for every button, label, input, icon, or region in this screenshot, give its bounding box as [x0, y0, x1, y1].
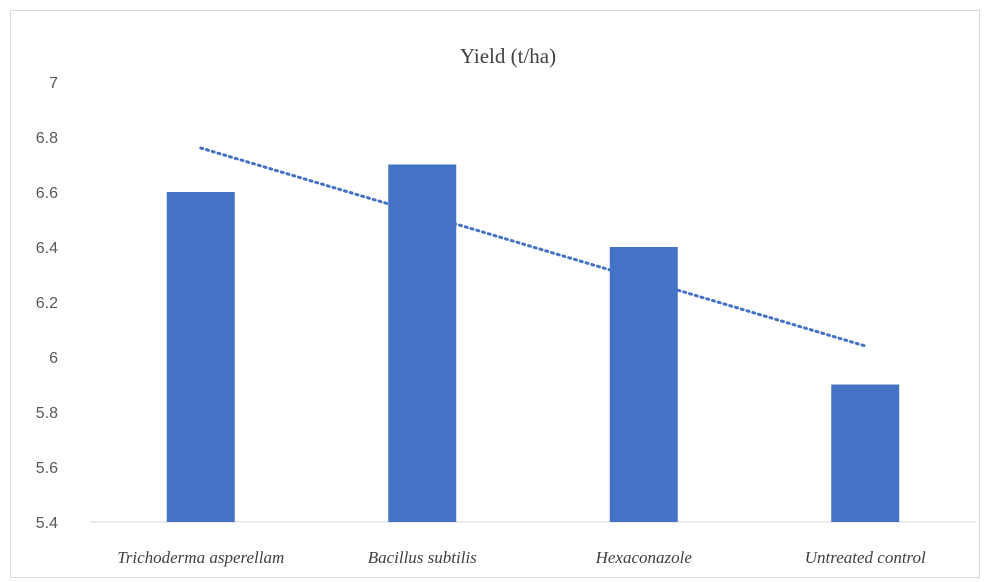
- x-tick-label: Bacillus subtilis: [368, 548, 477, 567]
- x-tick-label: Untreated control: [805, 548, 926, 567]
- y-tick-label: 5.8: [36, 405, 58, 422]
- y-tick-label: 6.8: [36, 130, 58, 147]
- y-tick-label: 5.4: [36, 515, 58, 532]
- x-tick-label: Trichoderma asperellam: [117, 548, 284, 567]
- y-tick-label: 6.4: [36, 240, 58, 257]
- y-tick-label: 6: [49, 350, 58, 367]
- bar: [831, 384, 900, 522]
- y-tick-label: 6.6: [36, 185, 58, 202]
- y-axis-tick-labels: 5.4 5.6 5.8 6 6.2 6.4 6.6 6.8 7: [36, 75, 58, 532]
- bar: [166, 192, 235, 522]
- bars: [166, 164, 900, 522]
- y-tick-label: 7: [49, 75, 58, 92]
- x-axis-tick-labels: Trichoderma asperellam Bacillus subtilis H…: [117, 548, 926, 567]
- bar: [609, 247, 678, 522]
- chart-title: Yield (t/ha): [460, 44, 556, 68]
- x-tick-label: Hexaconazole: [595, 548, 693, 567]
- y-tick-label: 5.6: [36, 460, 58, 477]
- trendline: [199, 146, 867, 348]
- bar: [388, 164, 457, 522]
- y-tick-label: 6.2: [36, 295, 58, 312]
